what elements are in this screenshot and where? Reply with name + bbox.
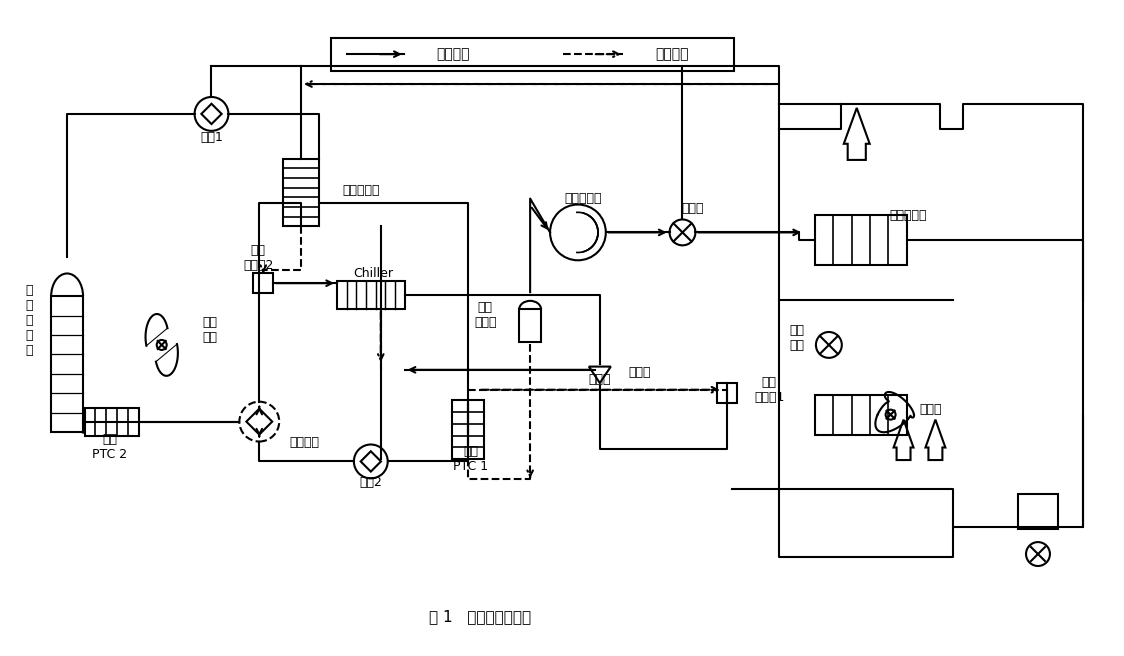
Text: 水泵2: 水泵2 bbox=[360, 476, 382, 489]
Text: 四通水阀: 四通水阀 bbox=[289, 436, 319, 449]
Bar bbox=[283, 159, 319, 226]
Bar bbox=[1018, 494, 1058, 529]
Text: 制热模式: 制热模式 bbox=[437, 47, 470, 61]
Text: 水泵1: 水泵1 bbox=[200, 131, 223, 144]
Bar bbox=[52, 296, 83, 432]
Text: 电动压缩机: 电动压缩机 bbox=[564, 192, 601, 205]
Text: 三通阀: 三通阀 bbox=[681, 202, 704, 215]
Bar bbox=[717, 382, 737, 403]
Bar bbox=[453, 400, 484, 459]
Bar bbox=[815, 215, 907, 265]
Text: 水暖
PTC 2: 水暖 PTC 2 bbox=[92, 434, 127, 461]
Bar bbox=[815, 395, 907, 434]
Text: 制冷模式: 制冷模式 bbox=[655, 47, 689, 61]
Text: 气液
分离器: 气液 分离器 bbox=[474, 301, 497, 329]
Text: 电子
膨胀阀2: 电子 膨胀阀2 bbox=[243, 244, 273, 272]
Text: Chiller: Chiller bbox=[353, 267, 392, 279]
Text: 水冷冷凝器: 水冷冷凝器 bbox=[342, 184, 380, 197]
Bar bbox=[337, 281, 405, 309]
Bar bbox=[519, 310, 541, 342]
Text: 空调箱: 空调箱 bbox=[589, 373, 611, 386]
Text: 单向阀: 单向阀 bbox=[628, 366, 651, 379]
Text: 图 1   热泵系统结构图: 图 1 热泵系统结构图 bbox=[429, 609, 532, 625]
Bar bbox=[253, 274, 273, 293]
Text: 车内冷凝器: 车内冷凝器 bbox=[890, 209, 927, 222]
Text: 水暖
PTC 1: 水暖 PTC 1 bbox=[453, 445, 488, 474]
Text: 鼓风机: 鼓风机 bbox=[919, 403, 942, 416]
Text: 冷凝
风扇: 冷凝 风扇 bbox=[202, 316, 217, 344]
Bar bbox=[330, 38, 734, 71]
Text: 电子
膨胀阀1: 电子 膨胀阀1 bbox=[754, 376, 785, 403]
Text: 低
温
散
热
器: 低 温 散 热 器 bbox=[26, 283, 33, 356]
Text: 温度
风门: 温度 风门 bbox=[789, 324, 805, 352]
Bar bbox=[84, 407, 139, 436]
